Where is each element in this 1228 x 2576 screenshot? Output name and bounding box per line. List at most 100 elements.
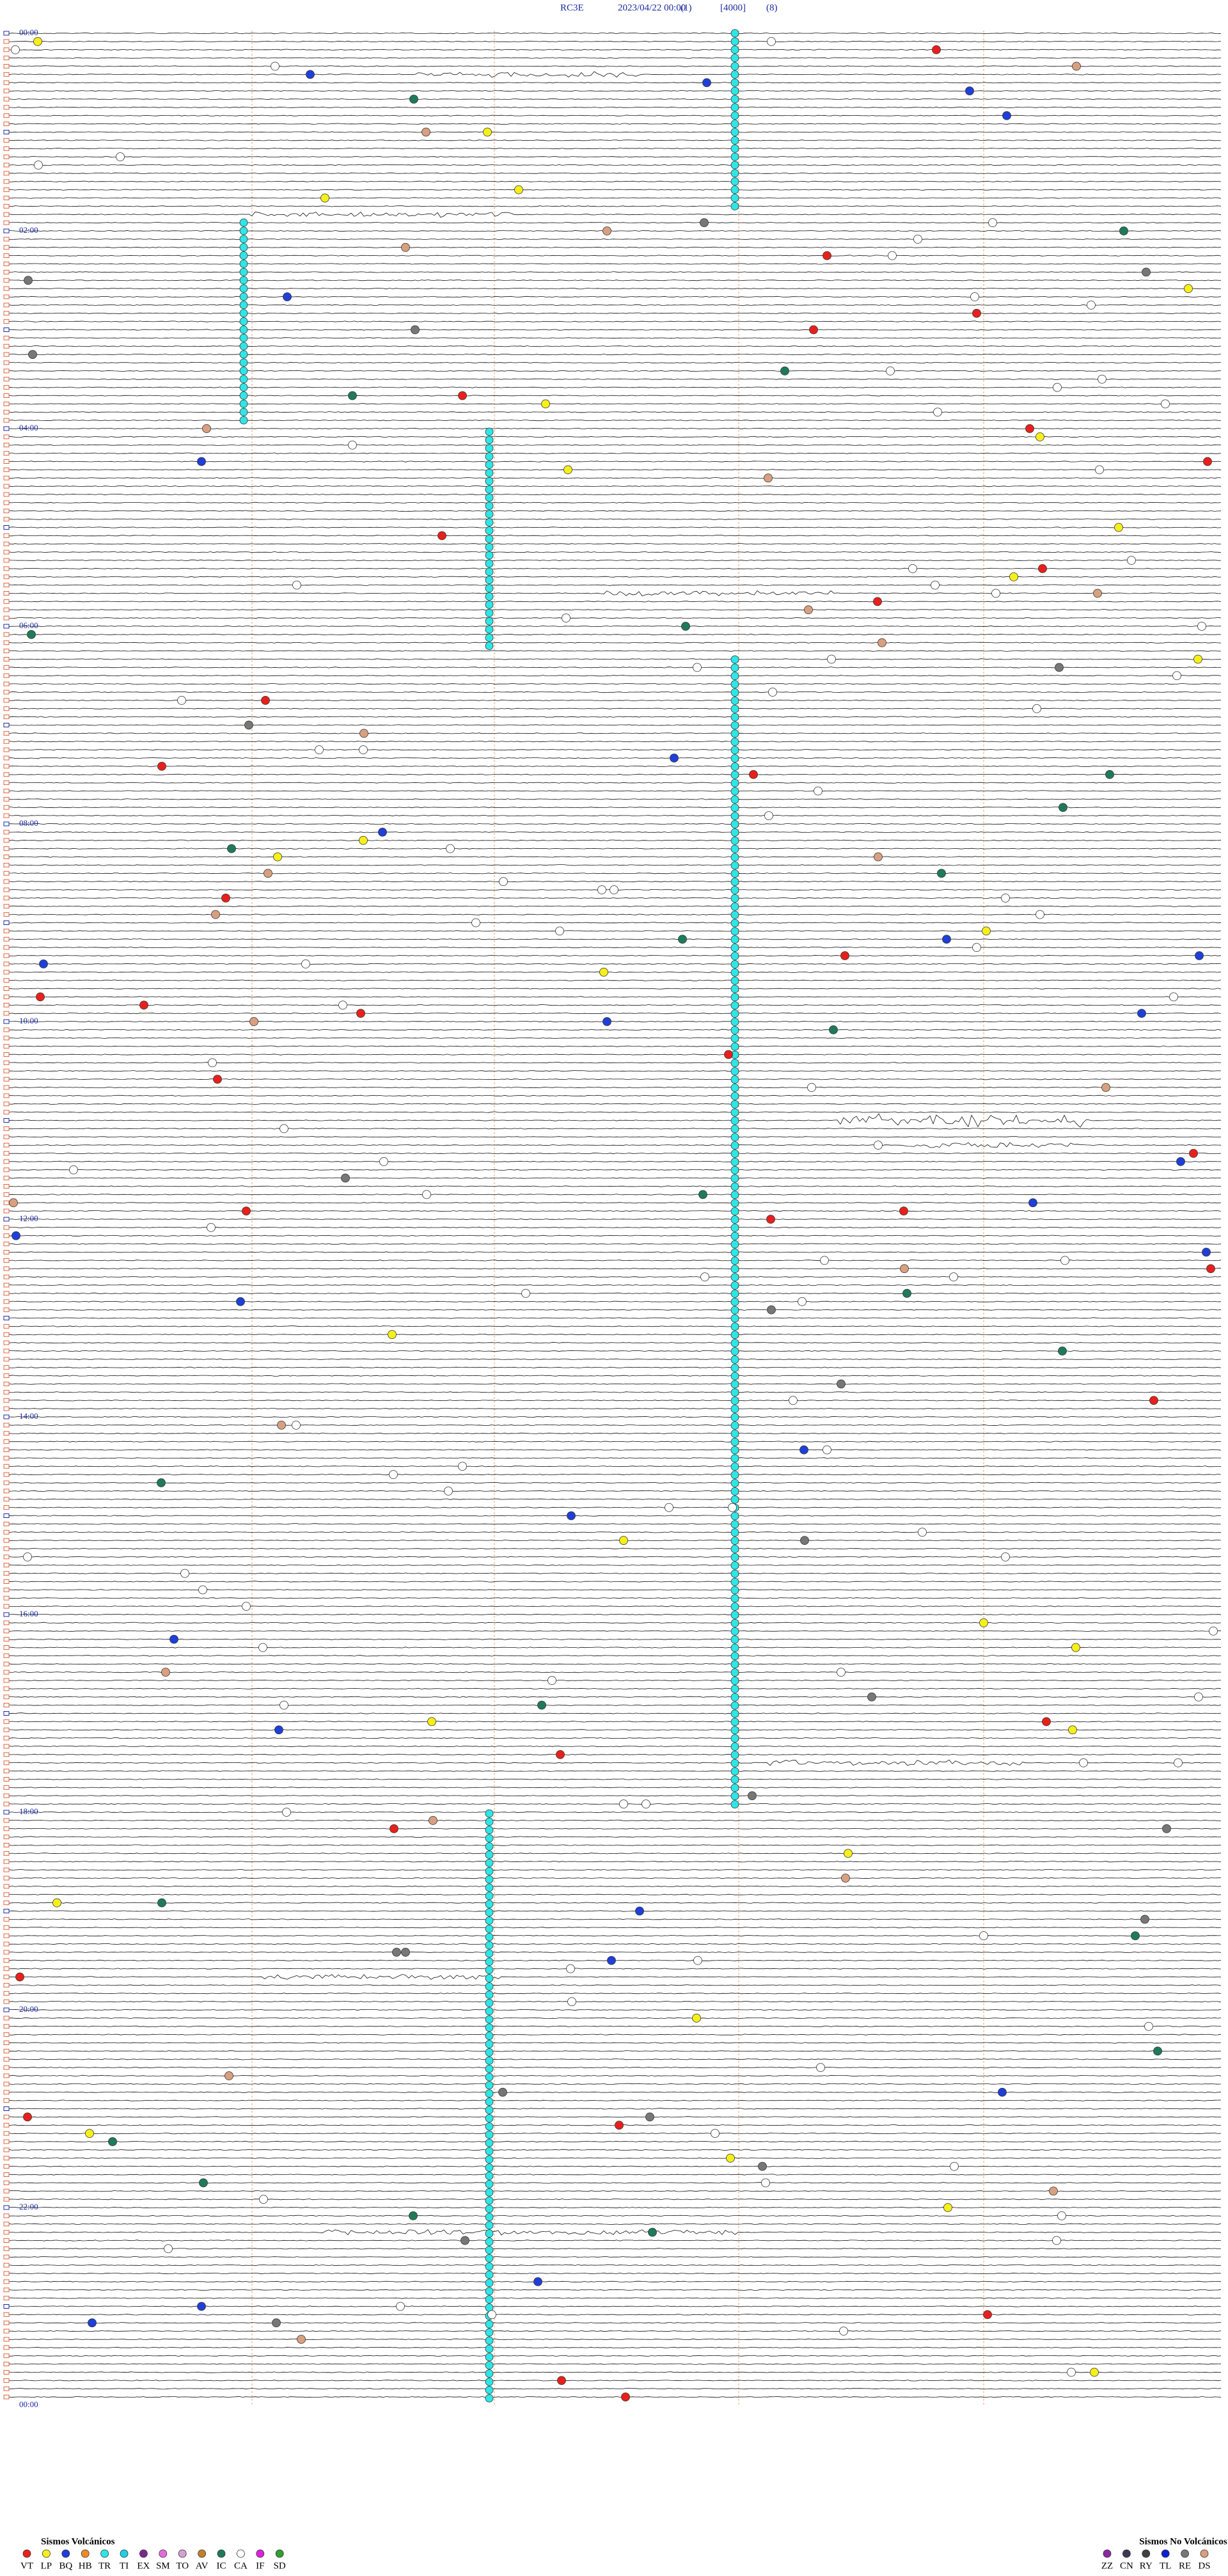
tremor-marker	[730, 952, 739, 960]
event-marker	[1149, 1396, 1158, 1405]
row-marker	[3, 1002, 10, 1007]
trace	[8, 1260, 1222, 1261]
event-marker	[886, 366, 895, 375]
legend-title: Sismos No Volcánicos	[1139, 2536, 1227, 2547]
event-marker	[566, 1964, 575, 1973]
row-marker	[3, 2057, 10, 2062]
row-marker	[3, 1118, 10, 1123]
trace	[8, 963, 1222, 965]
event-marker	[823, 251, 831, 260]
row-marker	[3, 2172, 10, 2177]
row-marker	[3, 1563, 10, 1568]
tremor-marker	[485, 2344, 494, 2353]
row-marker	[3, 591, 10, 596]
tremor-marker	[239, 391, 248, 400]
trace	[8, 2264, 1222, 2266]
tremor-marker	[239, 416, 248, 425]
row-marker	[3, 286, 10, 291]
trace	[8, 1317, 1222, 1319]
row-marker	[3, 1348, 10, 1354]
trace	[8, 1177, 1222, 1179]
row-marker	[3, 1982, 10, 1987]
row-marker	[3, 657, 10, 661]
row-marker	[3, 1900, 10, 1906]
trace	[9, 1226, 1222, 1229]
tremor-marker	[485, 1908, 494, 1916]
row-marker	[3, 1999, 10, 2004]
event-marker	[437, 531, 446, 541]
row-marker	[3, 401, 10, 406]
row-marker	[3, 475, 10, 480]
event-marker	[1142, 267, 1151, 277]
event-marker	[599, 967, 608, 977]
trace	[8, 1547, 1222, 1550]
row-marker	[3, 1142, 10, 1148]
tremor-marker	[485, 2081, 494, 2090]
row-marker	[3, 673, 10, 678]
event-marker	[837, 1668, 846, 1677]
tremor-marker	[485, 2023, 494, 2032]
event-marker	[1105, 770, 1114, 779]
trace	[8, 1630, 1221, 1632]
trace	[8, 345, 1222, 347]
event-marker	[557, 2376, 566, 2385]
trace	[8, 922, 1222, 924]
row-marker	[3, 1933, 10, 1938]
legend-swatch	[236, 2549, 245, 2558]
tremor-marker	[730, 1355, 739, 1364]
event-marker	[1060, 1256, 1069, 1265]
trace	[8, 123, 1222, 125]
event-marker	[427, 1717, 436, 1727]
row-marker	[3, 1505, 10, 1510]
row-marker	[3, 303, 10, 308]
row-marker	[3, 1102, 10, 1107]
tremor-marker	[730, 1677, 739, 1685]
event-marker	[33, 36, 42, 46]
row-marker	[3, 1159, 10, 1164]
row-marker	[3, 1060, 10, 1065]
trace	[8, 1844, 1222, 1846]
row-marker	[3, 1044, 10, 1049]
trace	[9, 1400, 1222, 1402]
row-marker	[3, 1661, 10, 1666]
trace	[8, 238, 1222, 241]
trace	[8, 1759, 1222, 1766]
row-marker	[3, 2328, 10, 2334]
event-marker	[562, 613, 571, 623]
row-marker	[3, 1909, 10, 1913]
tremor-marker	[485, 2155, 494, 2164]
row-marker	[3, 1916, 10, 1922]
row-marker	[3, 2370, 10, 2375]
hour-label: 06:00	[19, 620, 38, 630]
trace	[8, 2363, 1222, 2365]
trace	[8, 461, 1222, 462]
trace	[8, 1927, 1222, 1929]
row-marker	[3, 335, 10, 340]
trace	[8, 2314, 1222, 2316]
event-marker	[36, 992, 45, 1002]
event-marker	[52, 1898, 61, 1908]
tremor-marker	[730, 803, 739, 812]
event-marker	[1209, 1626, 1218, 1636]
event-marker	[726, 2153, 735, 2163]
tremor-marker	[730, 1421, 739, 1430]
event-marker	[411, 325, 420, 335]
row-marker	[3, 253, 10, 258]
event-marker	[607, 1956, 616, 1965]
trace	[9, 1918, 1221, 1920]
tremor-marker	[730, 861, 739, 870]
event-marker	[1072, 61, 1081, 71]
trace	[8, 1012, 1222, 1015]
trace	[8, 378, 1222, 380]
row-marker	[3, 2082, 10, 2087]
tremor-marker	[730, 161, 739, 170]
trace	[8, 485, 1222, 487]
row-marker	[3, 1308, 10, 1313]
trace	[8, 633, 1222, 636]
row-marker	[3, 1587, 10, 1592]
event-marker	[1174, 1758, 1183, 1767]
tremor-marker	[239, 407, 248, 416]
row-marker	[3, 846, 10, 851]
tremor-marker	[485, 436, 494, 445]
trace	[8, 1819, 1222, 1822]
